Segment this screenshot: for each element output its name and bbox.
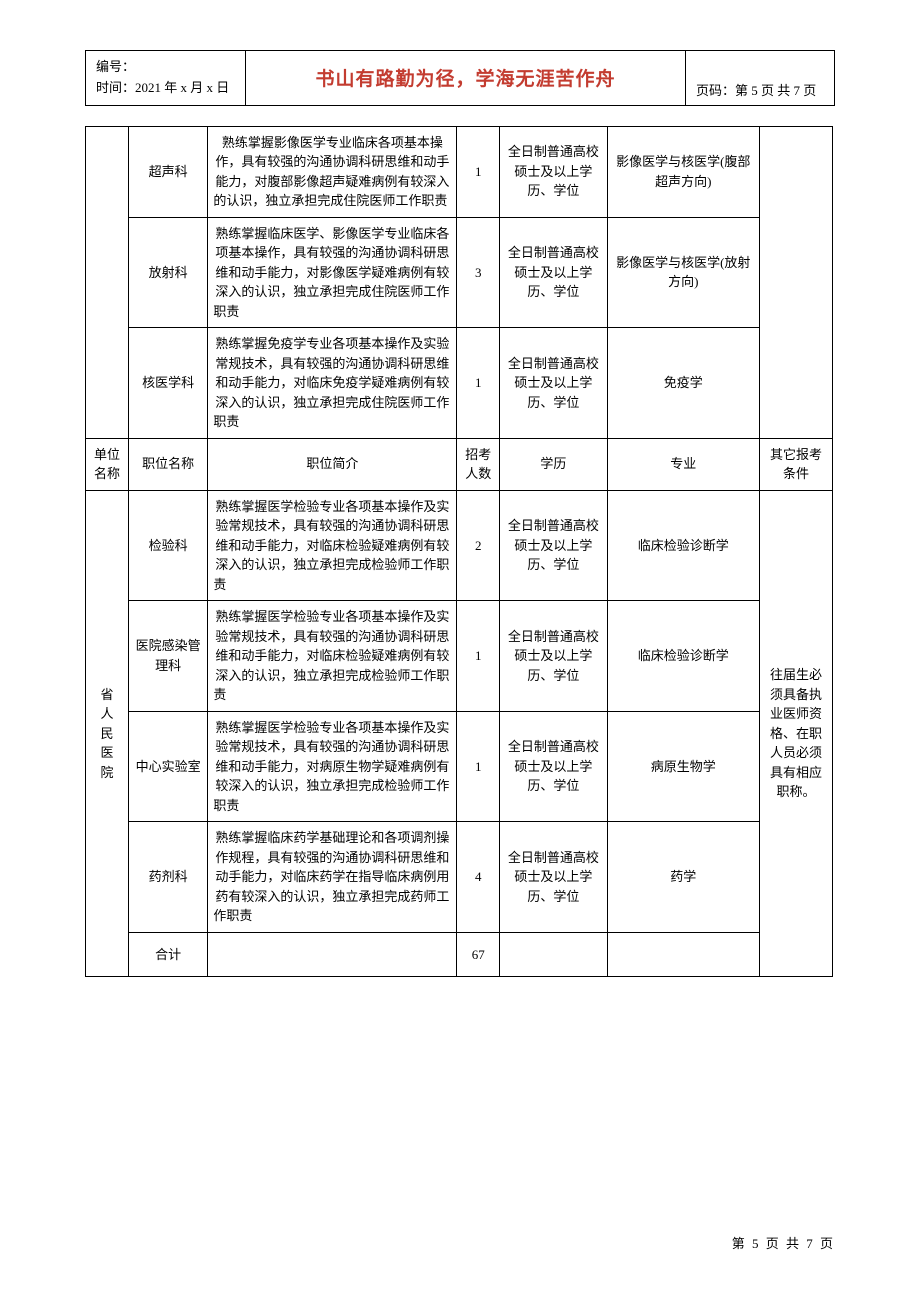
education-cell: 全日制普通高校硕士及以上学历、学位 — [500, 490, 607, 601]
table-row: 省人民医院 检验科 熟练掌握医学检验专业各项基本操作及实验常规技术，具有较强的沟… — [86, 490, 833, 601]
col-header-position: 职位名称 — [128, 438, 207, 490]
specialty-cell: 临床检验诊断学 — [607, 601, 759, 712]
specialty-cell: 免疫学 — [607, 328, 759, 439]
summary-cell: 熟练掌握临床医学、影像医学专业临床各项基本操作，具有较强的沟通协调科研思维和动手… — [208, 217, 457, 328]
recruitment-table: 超声科 熟练掌握影像医学专业临床各项基本操作，具有较强的沟通协调科研思维和动手能… — [85, 126, 833, 978]
table-total-row: 合计 67 — [86, 932, 833, 977]
position-cell: 中心实验室 — [128, 711, 207, 822]
count-cell: 4 — [457, 822, 500, 933]
position-cell: 医院感染管理科 — [128, 601, 207, 712]
unit-cell-cont — [86, 126, 129, 438]
unit-char: 医 — [100, 745, 113, 760]
total-education-cell — [500, 932, 607, 977]
page-value: 第 5 页 共 7 页 — [735, 80, 816, 99]
header-left-cell: 编号： 时间：2021 年 x 月 x 日 — [86, 51, 246, 105]
bianhao-label: 编号： — [96, 57, 235, 78]
table-row: 放射科 熟练掌握临床医学、影像医学专业临床各项基本操作，具有较强的沟通协调科研思… — [86, 217, 833, 328]
unit-char: 院 — [100, 765, 113, 780]
time-line: 时间：2021 年 x 月 x 日 — [96, 78, 235, 99]
table-row: 核医学科 熟练掌握免疫学专业各项基本操作及实验常规技术，具有较强的沟通协调科研思… — [86, 328, 833, 439]
education-cell: 全日制普通高校硕士及以上学历、学位 — [500, 711, 607, 822]
position-cell: 放射科 — [128, 217, 207, 328]
col-header-education: 学历 — [500, 438, 607, 490]
specialty-cell: 药学 — [607, 822, 759, 933]
position-cell: 检验科 — [128, 490, 207, 601]
count-cell: 1 — [457, 601, 500, 712]
page-footer: 第 5 页 共 7 页 — [732, 1233, 835, 1252]
total-count-cell: 67 — [457, 932, 500, 977]
col-header-summary: 职位简介 — [208, 438, 457, 490]
conditions-cell-cont — [759, 126, 832, 438]
document-header: 编号： 时间：2021 年 x 月 x 日 书山有路勤为径，学海无涯苦作舟 页码… — [85, 50, 835, 106]
summary-cell: 熟练掌握影像医学专业临床各项基本操作，具有较强的沟通协调科研思维和动手能力，对腹… — [208, 126, 457, 217]
unit-cell: 省人民医院 — [86, 490, 129, 977]
col-header-count: 招考人数 — [457, 438, 500, 490]
total-specialty-cell — [607, 932, 759, 977]
specialty-cell: 病原生物学 — [607, 711, 759, 822]
count-cell: 2 — [457, 490, 500, 601]
table-row: 医院感染管理科 熟练掌握医学检验专业各项基本操作及实验常规技术，具有较强的沟通协… — [86, 601, 833, 712]
time-label: 时间： — [96, 80, 135, 95]
unit-char: 人 — [100, 706, 113, 721]
time-value: 2021 年 x 月 x 日 — [135, 80, 229, 95]
count-cell: 1 — [457, 126, 500, 217]
specialty-cell: 临床检验诊断学 — [607, 490, 759, 601]
education-cell: 全日制普通高校硕士及以上学历、学位 — [500, 126, 607, 217]
education-cell: 全日制普通高校硕士及以上学历、学位 — [500, 601, 607, 712]
table-row: 药剂科 熟练掌握临床药学基础理论和各项调剂操作规程，具有较强的沟通协调科研思维和… — [86, 822, 833, 933]
col-header-unit: 单位名称 — [86, 438, 129, 490]
specialty-cell: 影像医学与核医学(放射方向) — [607, 217, 759, 328]
unit-char: 民 — [100, 726, 113, 741]
table-header-row: 单位名称 职位名称 职位简介 招考人数 学历 专业 其它报考条件 — [86, 438, 833, 490]
table-row: 超声科 熟练掌握影像医学专业临床各项基本操作，具有较强的沟通协调科研思维和动手能… — [86, 126, 833, 217]
header-motto: 书山有路勤为径，学海无涯苦作舟 — [246, 51, 686, 105]
summary-cell: 熟练掌握临床药学基础理论和各项调剂操作规程，具有较强的沟通协调科研思维和动手能力… — [208, 822, 457, 933]
unit-char: 省 — [100, 687, 113, 702]
summary-cell: 熟练掌握医学检验专业各项基本操作及实验常规技术，具有较强的沟通协调科研思维和动手… — [208, 711, 457, 822]
position-cell: 超声科 — [128, 126, 207, 217]
summary-cell: 熟练掌握医学检验专业各项基本操作及实验常规技术，具有较强的沟通协调科研思维和动手… — [208, 601, 457, 712]
total-label-cell: 合计 — [128, 932, 207, 977]
education-cell: 全日制普通高校硕士及以上学历、学位 — [500, 217, 607, 328]
total-summary-cell — [208, 932, 457, 977]
count-cell: 1 — [457, 328, 500, 439]
header-page-cell: 页码：第 5 页 共 7 页 — [686, 51, 834, 105]
col-header-conditions: 其它报考条件 — [759, 438, 832, 490]
col-header-specialty: 专业 — [607, 438, 759, 490]
page-label: 页码： — [696, 80, 735, 99]
education-cell: 全日制普通高校硕士及以上学历、学位 — [500, 328, 607, 439]
education-cell: 全日制普通高校硕士及以上学历、学位 — [500, 822, 607, 933]
specialty-cell: 影像医学与核医学(腹部超声方向) — [607, 126, 759, 217]
position-cell: 核医学科 — [128, 328, 207, 439]
position-cell: 药剂科 — [128, 822, 207, 933]
table-row: 中心实验室 熟练掌握医学检验专业各项基本操作及实验常规技术，具有较强的沟通协调科… — [86, 711, 833, 822]
summary-cell: 熟练掌握医学检验专业各项基本操作及实验常规技术，具有较强的沟通协调科研思维和动手… — [208, 490, 457, 601]
conditions-cell: 往届生必须具备执业医师资格、在职人员必须具有相应职称。 — [759, 490, 832, 977]
summary-cell: 熟练掌握免疫学专业各项基本操作及实验常规技术，具有较强的沟通协调科研思维和动手能… — [208, 328, 457, 439]
count-cell: 1 — [457, 711, 500, 822]
count-cell: 3 — [457, 217, 500, 328]
